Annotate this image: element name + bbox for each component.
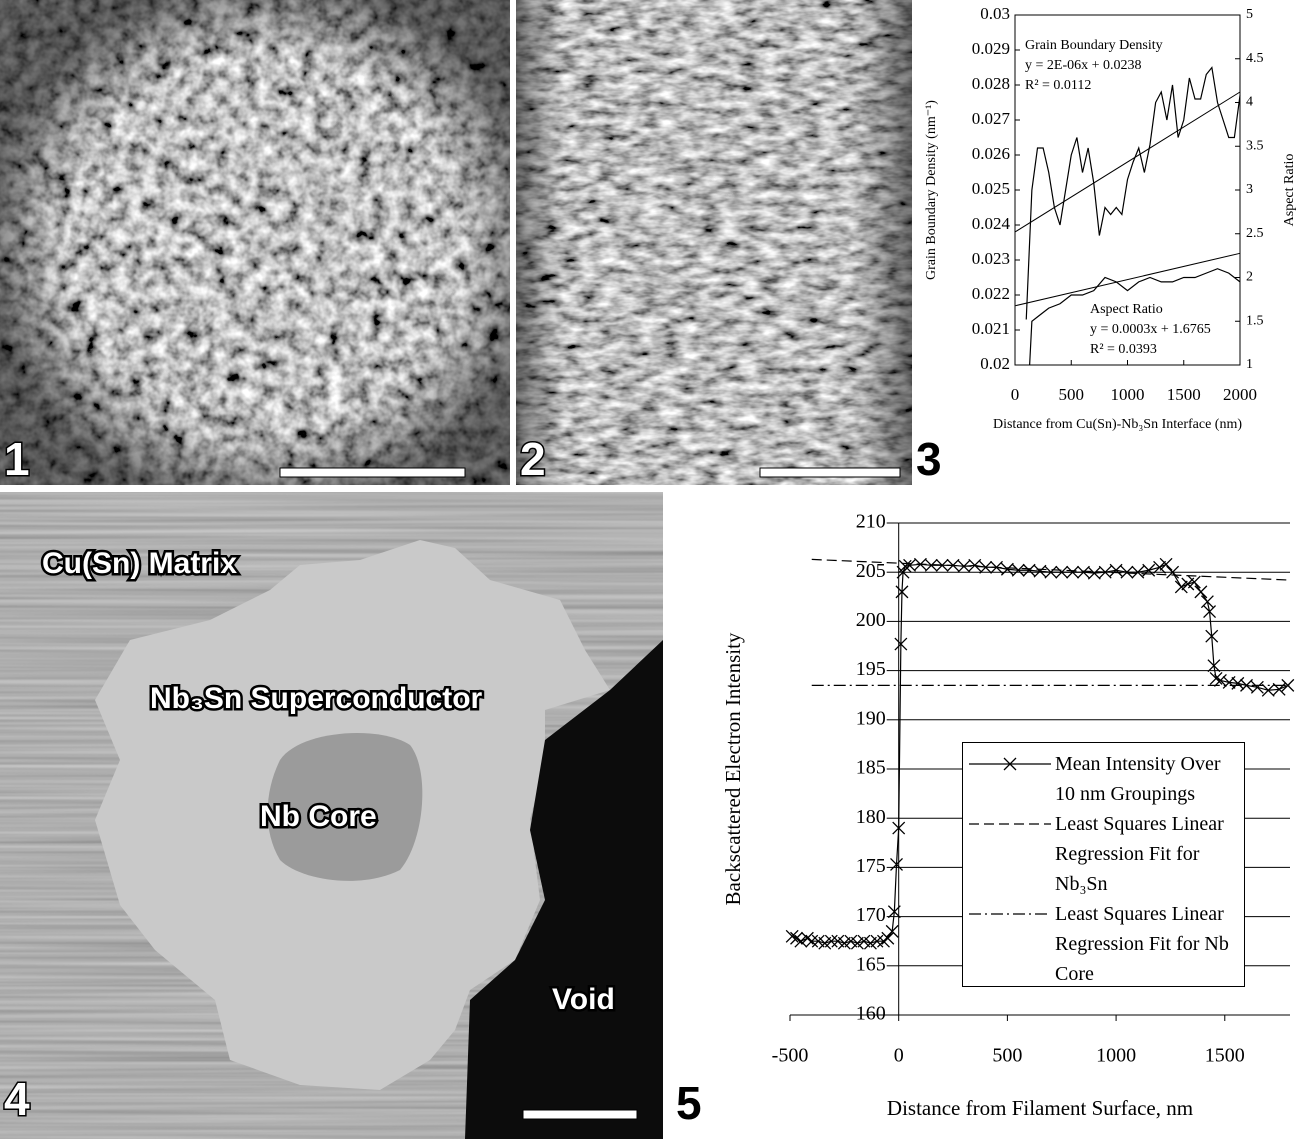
point-marker xyxy=(882,932,894,944)
x-axis-title: Distance from Filament Surface, nm xyxy=(887,1096,1193,1120)
x-axis-title: Distance from Cu(Sn)-Nb₃Sn Interface (nm… xyxy=(993,417,1242,432)
legend: Mean Intensity Over 10 nm GroupingsLeast… xyxy=(962,742,1245,987)
series-annotation: Grain Boundary Density xyxy=(1025,38,1163,53)
y-tick-label: 210 xyxy=(856,511,886,533)
y-tick-label: 195 xyxy=(856,658,886,680)
trend-line xyxy=(1015,92,1240,232)
x-tick-label: 0 xyxy=(1011,385,1020,404)
micrograph-label: Nb Core xyxy=(260,800,377,833)
micrograph-shade xyxy=(0,0,510,485)
legend-swatch xyxy=(967,812,1055,836)
y-tick-label: 0.03 xyxy=(980,4,1010,23)
micrograph-label: Cu(Sn) Matrix xyxy=(42,547,237,580)
panel-label: 5 xyxy=(676,1077,702,1129)
y-tick-label: 165 xyxy=(856,953,886,975)
fit-equation: y = 0.0003x + 1.6765 xyxy=(1090,322,1211,337)
micrograph-shade xyxy=(516,0,912,485)
panel-label: 3 xyxy=(916,433,942,485)
y2-axis-title: Aspect Ratio xyxy=(1282,154,1297,227)
y-tick-label: 180 xyxy=(856,806,886,828)
x-tick-label: 1500 xyxy=(1205,1045,1245,1067)
x-tick-label: 1000 xyxy=(1111,385,1145,404)
y-tick-label: 185 xyxy=(856,757,886,779)
y-tick-label: 205 xyxy=(856,560,886,582)
x-tick-label: 500 xyxy=(992,1045,1022,1067)
y-tick-label: 0.024 xyxy=(972,214,1011,233)
y-tick-label: 175 xyxy=(856,855,886,877)
series-line xyxy=(1026,68,1240,320)
y-tick-label: 160 xyxy=(856,1003,886,1025)
scale-bar xyxy=(760,468,900,477)
x-tick-label: 1000 xyxy=(1096,1045,1136,1067)
y-tick-label: 190 xyxy=(856,707,886,729)
legend-entry: Least Squares Linear Regression Fit for … xyxy=(967,809,1240,899)
y2-tick-label: 3 xyxy=(1246,182,1253,197)
y-tick-label: 0.026 xyxy=(972,144,1010,163)
y2-tick-label: 3.5 xyxy=(1246,138,1264,153)
panel-label: 1 xyxy=(4,433,30,485)
y2-tick-label: 5 xyxy=(1246,7,1253,22)
point-marker xyxy=(1214,674,1226,686)
fit-equation: y = 2E-06x + 0.0238 xyxy=(1025,58,1142,73)
y2-tick-label: 2 xyxy=(1246,270,1253,285)
y-axis-title: Backscattered Electron Intensity xyxy=(721,632,745,905)
y-tick-label: 0.027 xyxy=(972,109,1011,128)
trend-line xyxy=(1015,253,1240,306)
micrograph-label: Void xyxy=(552,983,615,1016)
panel-label: 2 xyxy=(520,433,546,485)
y-tick-label: 170 xyxy=(856,904,886,926)
legend-label: Least Squares Linear Regression Fit for … xyxy=(1055,809,1240,899)
fit-r-squared: R² = 0.0393 xyxy=(1090,342,1157,357)
point-marker xyxy=(791,932,803,944)
point-marker xyxy=(1110,564,1122,576)
y-axis-title: Grain Boundary Density (nm⁻¹) xyxy=(924,100,939,280)
series-annotation: Aspect Ratio xyxy=(1090,302,1163,317)
legend-swatch xyxy=(967,752,1055,776)
panel-label: 4 xyxy=(4,1073,30,1125)
scale-bar xyxy=(280,468,465,477)
y-tick-label: 0.02 xyxy=(980,354,1010,373)
y2-tick-label: 1.5 xyxy=(1246,313,1264,328)
micrograph-label: Nb₃Sn Superconductor xyxy=(150,682,483,715)
x-tick-label: 1500 xyxy=(1167,385,1201,404)
y-tick-label: 0.028 xyxy=(972,74,1010,93)
point-marker xyxy=(1195,586,1207,598)
y-tick-label: 0.021 xyxy=(972,319,1010,338)
legend-label: Least Squares Linear Regression Fit for … xyxy=(1055,899,1240,989)
legend-swatch xyxy=(967,902,1055,926)
y2-tick-label: 4.5 xyxy=(1246,51,1264,66)
legend-entry: Mean Intensity Over 10 nm Groupings xyxy=(967,749,1240,809)
scale-bar xyxy=(523,1110,637,1119)
y-tick-label: 0.025 xyxy=(972,179,1010,198)
y-tick-label: 200 xyxy=(856,609,886,631)
y-tick-label: 0.023 xyxy=(972,249,1010,268)
legend-label: Mean Intensity Over 10 nm Groupings xyxy=(1055,749,1240,809)
legend-entry: Least Squares Linear Regression Fit for … xyxy=(967,899,1240,989)
y2-tick-label: 1 xyxy=(1246,357,1253,372)
x-tick-label: 500 xyxy=(1059,385,1085,404)
point-marker xyxy=(1210,672,1222,684)
y-tick-label: 0.022 xyxy=(972,284,1010,303)
y2-tick-label: 2.5 xyxy=(1246,226,1264,241)
figure: 1 2 3 4 5 Cu(Sn) Matrix Nb₃Sn Supercondu… xyxy=(0,0,1305,1139)
y-tick-label: 0.029 xyxy=(972,39,1010,58)
y2-tick-label: 4 xyxy=(1246,95,1253,110)
point-marker xyxy=(1251,681,1263,693)
x-tick-label: 2000 xyxy=(1223,385,1257,404)
x-tick-label: 0 xyxy=(894,1045,904,1067)
fit-r-squared: R² = 0.0112 xyxy=(1025,78,1091,93)
x-tick-label: -500 xyxy=(772,1045,809,1067)
point-marker xyxy=(1201,596,1213,608)
